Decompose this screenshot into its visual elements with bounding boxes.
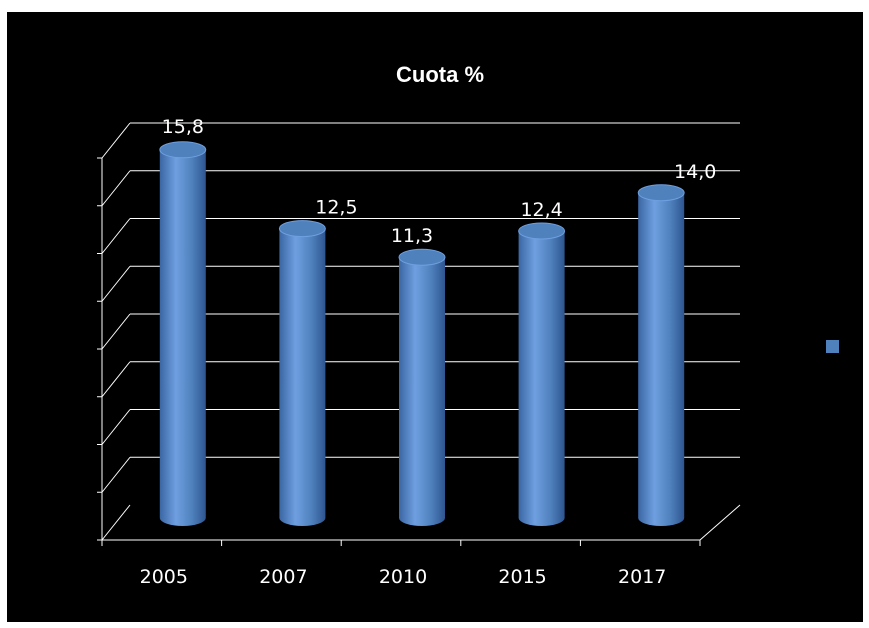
floor-edge-right [699, 504, 741, 541]
data-labels: 15,8 12,5 11,3 12,4 14,0 [162, 116, 717, 247]
data-label: 11,3 [391, 225, 433, 247]
side-gridline [101, 504, 131, 541]
chart-title: Cuota % [396, 62, 484, 87]
side-gridline [101, 313, 131, 350]
bar-2017 [637, 184, 685, 526]
bar-2005 [159, 141, 207, 526]
side-gridline [101, 361, 131, 398]
bar-body [279, 228, 326, 526]
data-label: 14,0 [674, 161, 716, 183]
bar-body [159, 149, 206, 526]
data-label: 15,8 [162, 116, 204, 138]
x-tick-label: 2010 [379, 566, 427, 588]
bars [159, 141, 685, 526]
bar-2010 [398, 248, 446, 526]
bar-body [638, 192, 685, 526]
bar-top [398, 248, 446, 266]
bar-top [278, 220, 326, 238]
data-label: 12,5 [315, 197, 357, 219]
side-gridline [101, 218, 131, 254]
side-gridline [101, 170, 131, 207]
bar-top [159, 141, 207, 159]
data-label: 12,4 [520, 199, 562, 221]
side-gridline [101, 122, 131, 159]
bar-2015 [518, 222, 566, 526]
bar-body [518, 230, 565, 526]
x-tick-labels: 2005 2007 2010 2015 2017 [140, 566, 667, 588]
bar-top [637, 184, 685, 202]
side-gridline [101, 265, 131, 302]
x-tick-label: 2015 [498, 566, 546, 588]
x-tick-label: 2007 [259, 566, 307, 588]
bar-body [399, 257, 445, 526]
x-tick-label: 2005 [140, 566, 188, 588]
legend-swatch [826, 340, 839, 353]
side-gridline [101, 456, 131, 493]
x-tick-label: 2017 [618, 566, 666, 588]
side-gridline [101, 409, 131, 445]
bar-top [518, 222, 566, 240]
axes [97, 157, 741, 546]
bar-2007 [278, 220, 326, 526]
